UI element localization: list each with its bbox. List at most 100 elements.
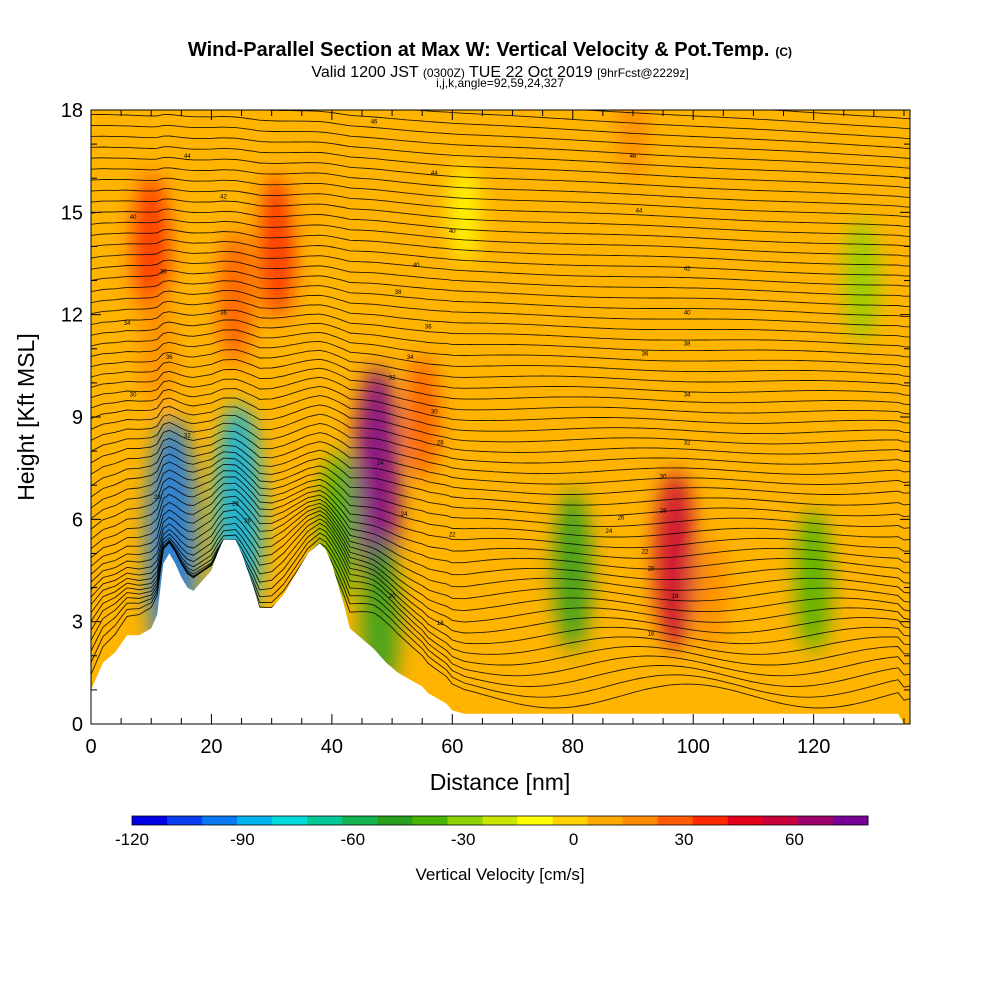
colorbar-swatch [447, 816, 483, 825]
isentrope-line [91, 259, 910, 297]
isentrope-line [91, 518, 910, 634]
isentrope-line [91, 395, 910, 435]
subtitle-utc: (0300Z) [423, 66, 465, 80]
y-tick-label: 18 [61, 100, 83, 122]
isentrope-line [91, 502, 910, 594]
isentrope-label: 30 [130, 393, 137, 399]
colorbar-title: Vertical Velocity [cm/s] [415, 865, 584, 884]
isentrope-line [91, 437, 910, 485]
isentrope-label: 40 [449, 229, 456, 235]
isentrope-line [91, 514, 910, 623]
isentrope-label: 36 [220, 311, 227, 317]
x-tick-label: 0 [85, 736, 96, 758]
velocity-feature [694, 536, 728, 653]
y-tick-label: 3 [72, 612, 83, 634]
colorbar-swatch [657, 816, 694, 825]
x-axis: 0 20 40 60 80 100 120 [85, 110, 905, 758]
isentrope-label: 26 [618, 515, 625, 521]
isentrope-line [91, 229, 910, 267]
velocity-feature [795, 509, 832, 653]
isentrope-line [91, 146, 910, 189]
isentrope-line [91, 489, 910, 574]
colorbar-swatch [832, 816, 869, 825]
colorbar-tick-label: 0 [569, 830, 578, 849]
isentrope-label: 38 [684, 341, 691, 347]
colorbar-swatch [307, 816, 343, 825]
isentrope-line [91, 289, 910, 328]
colorbar-swatch [727, 816, 764, 825]
subtitle-date: TUE 22 Oct 2019 [469, 64, 593, 81]
colorbar-tick-label: -30 [451, 830, 476, 849]
isentrope-line [91, 114, 910, 159]
isentrope-line [91, 451, 910, 506]
y-tick-label: 15 [61, 202, 83, 224]
velocity-feature [654, 470, 696, 650]
isentrope-line [91, 135, 910, 179]
isentrope-label: 32 [389, 375, 396, 381]
isentrope-line [91, 218, 910, 257]
isentrope-line [91, 249, 910, 287]
subtitle-forecast: [9hrFcst@2229z] [597, 66, 689, 80]
isentrope-label: 40 [684, 311, 691, 317]
isentrope-labels: 46 44 44 42 46 44 40 40 40 42 36 38 36 40 34 36 38 36 34 36… [124, 120, 691, 638]
isentrope-label: 36 [166, 355, 173, 361]
x-tick-label: 40 [321, 736, 343, 758]
isentrope-line [91, 457, 910, 518]
isentrope-line [91, 404, 910, 445]
isentrope-label: 24 [606, 529, 613, 535]
isentrope-line [91, 476, 910, 552]
colorbar-tick-label: 30 [675, 830, 694, 849]
isentrope-label: 36 [642, 352, 649, 358]
isentrope-label: 36 [160, 270, 167, 276]
y-tick-label: 9 [72, 407, 83, 429]
colorbar-tick-label: -120 [115, 830, 149, 849]
isentrope-line [91, 349, 910, 387]
colorbar-swatch [202, 816, 238, 825]
isentrope-line [91, 198, 910, 237]
isentrope-label: 42 [684, 266, 691, 272]
colorbar-swatch [377, 816, 413, 825]
isentrope-line [91, 299, 910, 338]
x-tick-label: 100 [677, 736, 710, 758]
isentrope-line [91, 444, 910, 495]
isentrope-label: 18 [672, 594, 679, 600]
x-tick-label: 80 [562, 736, 584, 758]
isentrope-label: 44 [636, 208, 643, 214]
isentrope-label: 44 [184, 154, 191, 160]
colorbar-swatch [797, 816, 834, 825]
isentrope-label: 26 [232, 502, 239, 508]
chart-subtitle: Valid 1200 JST (0300Z) TUE 22 Oct 2019 [… [311, 64, 688, 81]
isentrope-label: 20 [648, 567, 655, 573]
isentrope-line [91, 413, 910, 455]
isentrope-line [259, 110, 910, 149]
colorbar-tick-label: -90 [230, 830, 255, 849]
isentrope-line [91, 367, 910, 406]
isentrope-label: 18 [437, 621, 444, 627]
isentrope-label: 28 [437, 440, 444, 446]
isentrope-label: 40 [413, 263, 420, 269]
colorbar-frame [131, 815, 869, 826]
isentrope-line [91, 280, 910, 318]
isentrope-line [91, 208, 910, 247]
colorbar-swatch [692, 816, 729, 825]
y-axis-title: Height [Kft MSL] [13, 333, 39, 500]
x-tick-label: 60 [441, 736, 463, 758]
isentrope-label: 26 [244, 519, 251, 525]
velocity-feature [217, 230, 254, 365]
velocity-feature [259, 174, 296, 318]
x-tick-label: 20 [200, 736, 222, 758]
isentrope-label: 46 [630, 154, 637, 160]
isentrope-label: 16 [648, 631, 655, 637]
isentrope-line [91, 319, 910, 358]
colorbar-swatch [167, 816, 203, 825]
isentrope-line [91, 422, 910, 465]
y-tick-label: 0 [72, 714, 83, 736]
isentrope-label: 22 [449, 532, 456, 538]
colorbar-swatch [587, 816, 624, 825]
isentrope-line [91, 309, 910, 348]
title-main: Wind-Parallel Section at Max W: Vertical… [188, 39, 769, 61]
y-tick-label: 6 [72, 509, 83, 531]
terrain-mask [91, 539, 910, 724]
